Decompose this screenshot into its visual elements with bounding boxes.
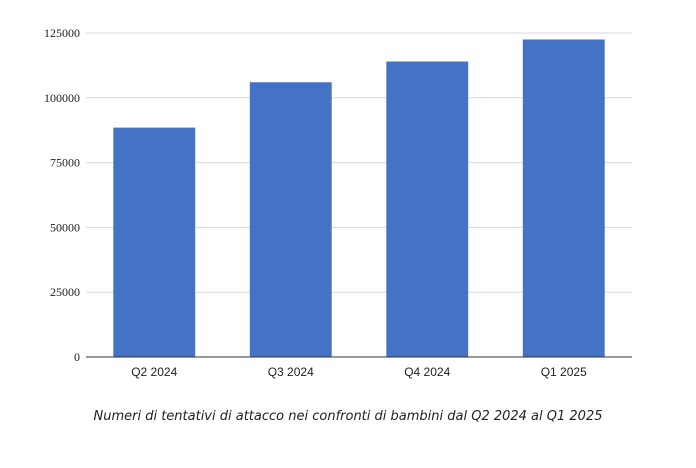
bar-chart: 0 25000 50000 75000 100000 125000 Q2 2024 Q3 2… xyxy=(44,26,632,379)
y-tick-label: 0 xyxy=(74,350,80,364)
bar-q4-2024 xyxy=(386,61,469,358)
x-tick-label: Q1 2025 xyxy=(541,365,587,379)
x-axis-ticks: Q2 2024 Q3 2024 Q4 2024 Q1 2025 xyxy=(131,365,587,379)
chart-caption: Numeri di tentativi di attacco nei confr… xyxy=(93,409,603,424)
bar-q3-2024 xyxy=(249,82,332,358)
y-tick-label: 100000 xyxy=(44,91,80,105)
y-tick-label: 25000 xyxy=(50,285,80,299)
bar-q1-2025 xyxy=(522,39,605,357)
bar-q2-2024 xyxy=(113,127,196,357)
y-tick-label: 75000 xyxy=(50,156,80,170)
bars xyxy=(113,39,605,358)
y-tick-label: 125000 xyxy=(44,26,80,40)
x-tick-label: Q4 2024 xyxy=(404,365,450,379)
x-tick-label: Q3 2024 xyxy=(268,365,314,379)
y-axis-ticks: 0 25000 50000 75000 100000 125000 xyxy=(44,26,80,364)
x-tick-label: Q2 2024 xyxy=(131,365,177,379)
y-tick-label: 50000 xyxy=(50,220,80,234)
